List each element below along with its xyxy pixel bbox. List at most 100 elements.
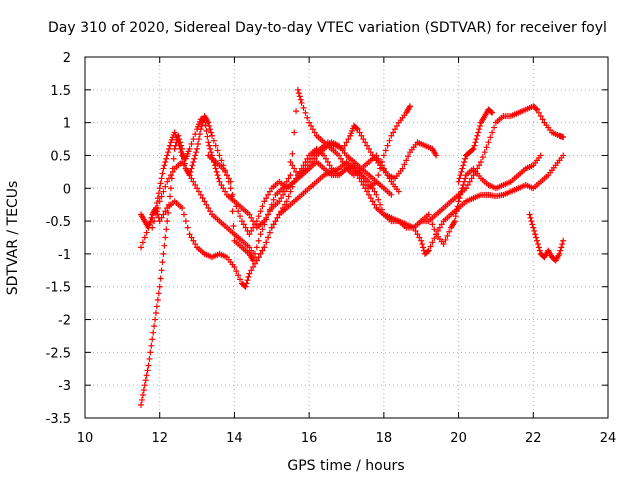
data-point [456,175,463,182]
data-point [206,122,213,129]
y-tick-label: -0.5 [46,215,71,230]
data-point [461,178,468,185]
data-point [472,139,479,146]
data-point [420,244,427,251]
chart-title: Day 310 of 2020, Sidereal Day-to-day VTE… [48,20,607,36]
data-point [201,198,208,205]
data-point [371,188,378,195]
data-point [192,181,199,188]
axis-ticks: 10 12 14 16 18 20 22 24-3.5-3-2.5-2-1.5-1-0.500… [46,51,617,446]
data-point [304,162,311,169]
data-point [377,201,384,208]
x-tick-label: 24 [600,431,617,446]
data-point [265,234,272,241]
data-point [205,139,212,146]
x-tick-label: 16 [301,431,318,446]
data-point [279,191,286,198]
data-point [386,137,393,144]
data-point [424,248,431,255]
data-point [263,195,270,202]
data-point [291,178,298,185]
data-point [238,218,245,225]
data-point [263,239,270,246]
data-point [257,231,264,238]
data-point [281,188,288,195]
data-point [435,227,442,234]
data-point [281,201,288,208]
data-point [287,172,294,179]
data-point [294,86,301,93]
data-point [362,178,369,185]
data-point [455,198,462,205]
data-point [375,172,382,179]
data-point [436,224,443,231]
data-point [457,172,464,179]
data-point [341,162,348,169]
data-point [360,136,367,143]
data-point [477,159,484,166]
data-point [203,127,210,134]
data-point [268,201,275,208]
data-point [266,188,273,195]
data-point [212,142,219,149]
data-point [257,250,264,257]
y-tick-label: 1 [63,117,71,132]
data-point [164,152,171,159]
data-point [158,193,165,200]
data-point [261,221,268,228]
data-point [140,387,147,394]
data-point [281,181,288,188]
series-track-8 [455,106,496,185]
data-point [360,175,367,182]
data-point [276,198,283,205]
data-point [176,142,183,149]
data-point [419,241,426,248]
data-point [158,175,165,182]
data-point [208,129,215,136]
data-point [251,221,258,228]
data-point [429,221,436,228]
data-point [253,244,260,251]
data-point [184,224,191,231]
series-track-6 [287,122,440,182]
data-point [158,267,165,274]
data-point [146,355,153,362]
series-track-5 [205,86,402,264]
data-point [485,139,492,146]
data-point [197,191,204,198]
x-tick-label: 10 [77,431,94,446]
data-point [159,259,166,266]
data-point [250,264,257,271]
data-point [186,231,193,238]
data-point [250,257,257,264]
data-points [138,86,567,408]
data-point [259,226,266,233]
data-point [479,154,486,161]
data-point [388,191,395,198]
data-point [384,142,391,149]
data-point [274,214,281,221]
data-point [466,178,473,185]
data-point [153,208,160,215]
data-point [358,172,365,179]
data-point [229,208,236,215]
data-point [278,195,285,202]
data-point [289,183,296,190]
data-point [537,152,544,159]
data-point [527,214,534,221]
data-point [195,140,202,147]
data-point [339,145,346,152]
data-point [154,204,161,211]
data-point [341,142,348,149]
data-point [190,159,197,166]
data-point [162,234,169,241]
data-point [302,109,309,116]
data-point [279,185,286,192]
data-point [246,270,253,277]
data-point [207,126,214,133]
data-point [245,273,252,280]
data-point [393,122,400,129]
data-point [477,122,484,129]
data-point [180,211,187,218]
data-point [429,239,436,246]
